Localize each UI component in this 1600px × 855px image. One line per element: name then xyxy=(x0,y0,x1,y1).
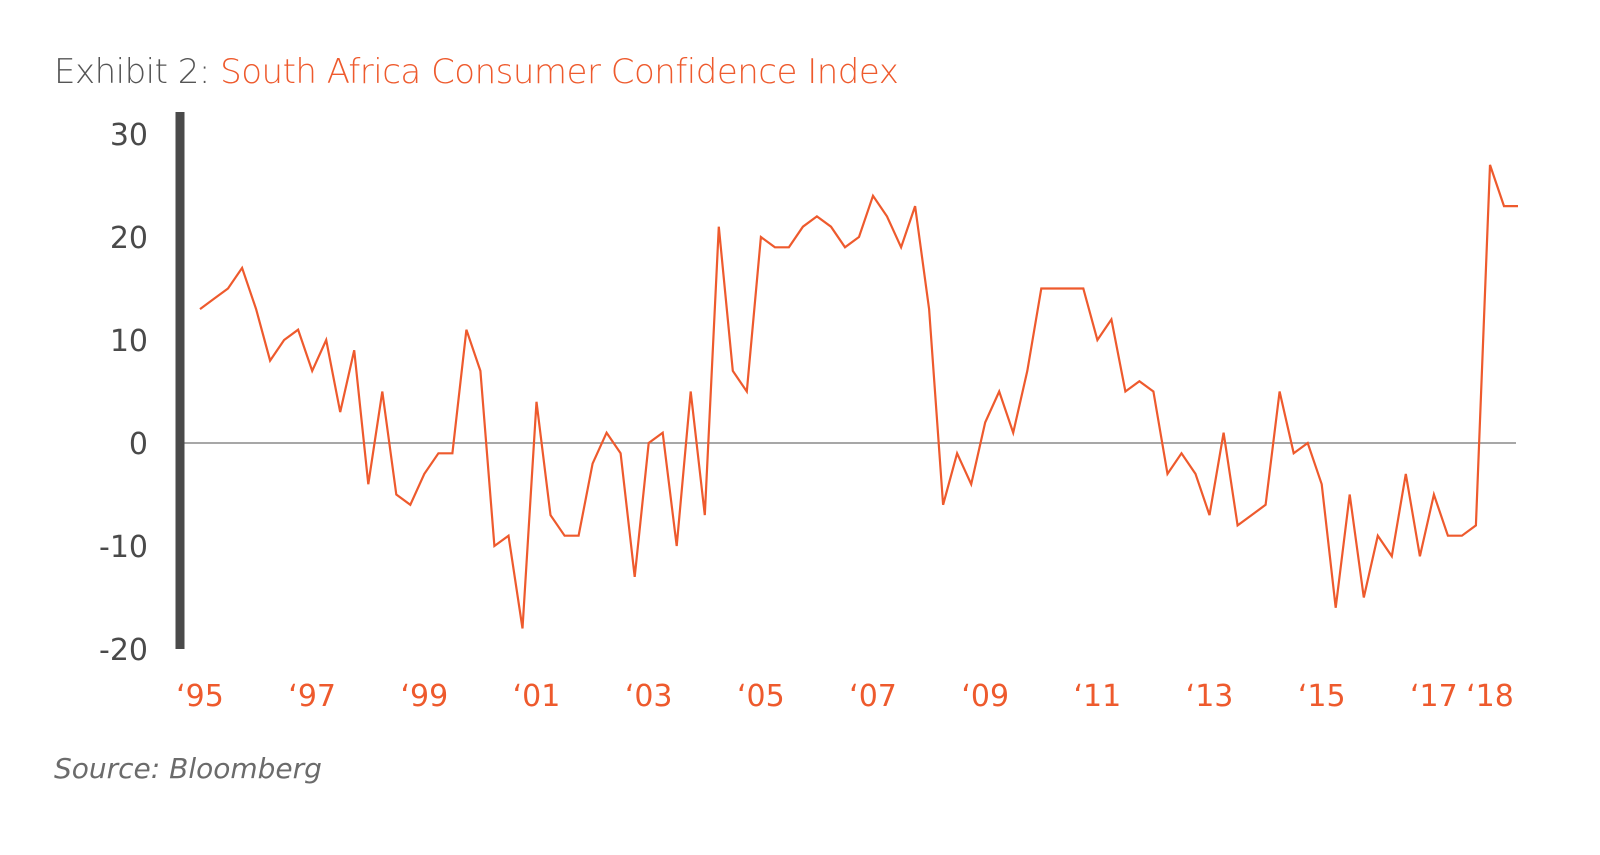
y-axis-ticks: 30 20 10 0 -10 -20 xyxy=(99,118,148,668)
series-line xyxy=(199,164,1518,629)
x-tick-label: ‘03 xyxy=(625,679,673,714)
y-tick-label: -10 xyxy=(99,530,148,565)
x-tick-label: ‘17 xyxy=(1410,679,1458,714)
chart-title: Exhibit 2: South Africa Consumer Confide… xyxy=(54,52,899,92)
x-tick-label: ‘95 xyxy=(176,679,224,714)
x-tick-label: ‘07 xyxy=(849,679,897,714)
title-prefix: Exhibit 2: xyxy=(54,52,210,92)
x-tick-label: ‘15 xyxy=(1298,679,1346,714)
x-tick-label: ‘01 xyxy=(513,679,561,714)
x-axis-ticks: ‘95 ‘97 ‘99 ‘01 ‘03 ‘05 ‘07 ‘09 ‘11 ‘13 ‘15 ‘17 ‘18 xyxy=(176,679,1514,714)
x-tick-label: ‘99 xyxy=(400,679,448,714)
y-tick-label: -20 xyxy=(99,633,148,668)
x-tick-label: ‘09 xyxy=(961,679,1009,714)
x-tick-label: ‘11 xyxy=(1074,679,1122,714)
x-tick-label: ‘05 xyxy=(737,679,785,714)
y-tick-label: 30 xyxy=(110,118,148,153)
y-tick-label: 10 xyxy=(110,324,148,359)
x-tick-label: ‘18 xyxy=(1466,679,1514,714)
x-tick-label: ‘13 xyxy=(1186,679,1234,714)
title-main: South Africa Consumer Confidence Index xyxy=(220,52,899,92)
x-tick-label: ‘97 xyxy=(288,679,336,714)
y-tick-label: 0 xyxy=(129,427,148,462)
source-note: Source: Bloomberg xyxy=(54,752,322,785)
y-tick-label: 20 xyxy=(110,221,148,256)
